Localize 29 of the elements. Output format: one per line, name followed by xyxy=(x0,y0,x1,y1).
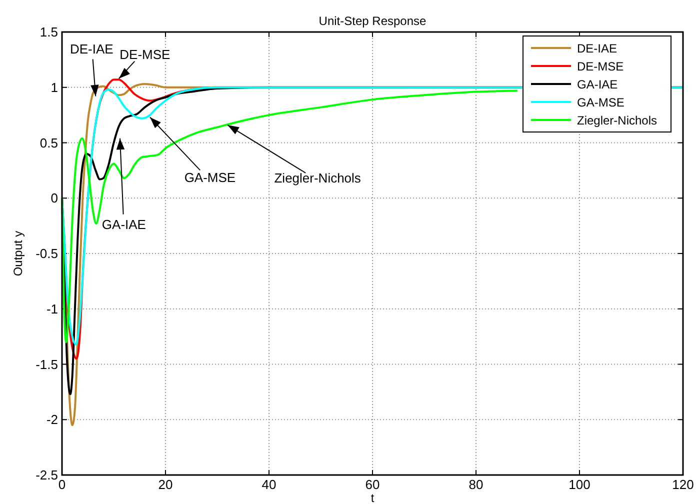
x-tick-label: 80 xyxy=(468,477,484,492)
y-tick-label: 0.5 xyxy=(40,135,58,150)
y-tick-label: -2.5 xyxy=(36,468,58,482)
y-tick-label: -2 xyxy=(46,412,58,428)
legend-label: GA-IAE xyxy=(577,78,618,92)
x-tick-label: 60 xyxy=(365,477,380,492)
legend-label: GA-MSE xyxy=(577,96,624,110)
legend-label: Ziegler-Nichols xyxy=(577,114,658,128)
legend-label: DE-MSE xyxy=(577,60,624,74)
x-tick-label: 20 xyxy=(158,477,173,492)
y-tick-label: -1.5 xyxy=(36,356,58,372)
y-axis-title: Output y xyxy=(11,230,25,276)
annotation: DE-MSE xyxy=(120,47,171,62)
chart-title: Unit-Step Response xyxy=(318,14,427,28)
line-series xyxy=(61,90,518,344)
x-tick-label: 100 xyxy=(568,477,590,492)
annotation: Ziegler-Nichols xyxy=(274,170,362,186)
y-tick-label: -1 xyxy=(46,301,58,316)
x-tick-label: 120 xyxy=(672,477,694,492)
y-tick-label: -0.5 xyxy=(36,246,58,261)
annotation: GA-IAE xyxy=(102,216,146,232)
y-tick-label: 1 xyxy=(50,80,58,95)
x-tick-label: 40 xyxy=(262,477,276,492)
y-tick-label: 1.5 xyxy=(40,24,58,40)
annotation: GA-MSE xyxy=(184,170,236,185)
x-axis-title: t xyxy=(370,491,375,504)
y-tick-label: 0 xyxy=(50,190,58,206)
legend-label: DE-IAE xyxy=(577,42,618,56)
annotation: DE-IAE xyxy=(70,42,114,57)
